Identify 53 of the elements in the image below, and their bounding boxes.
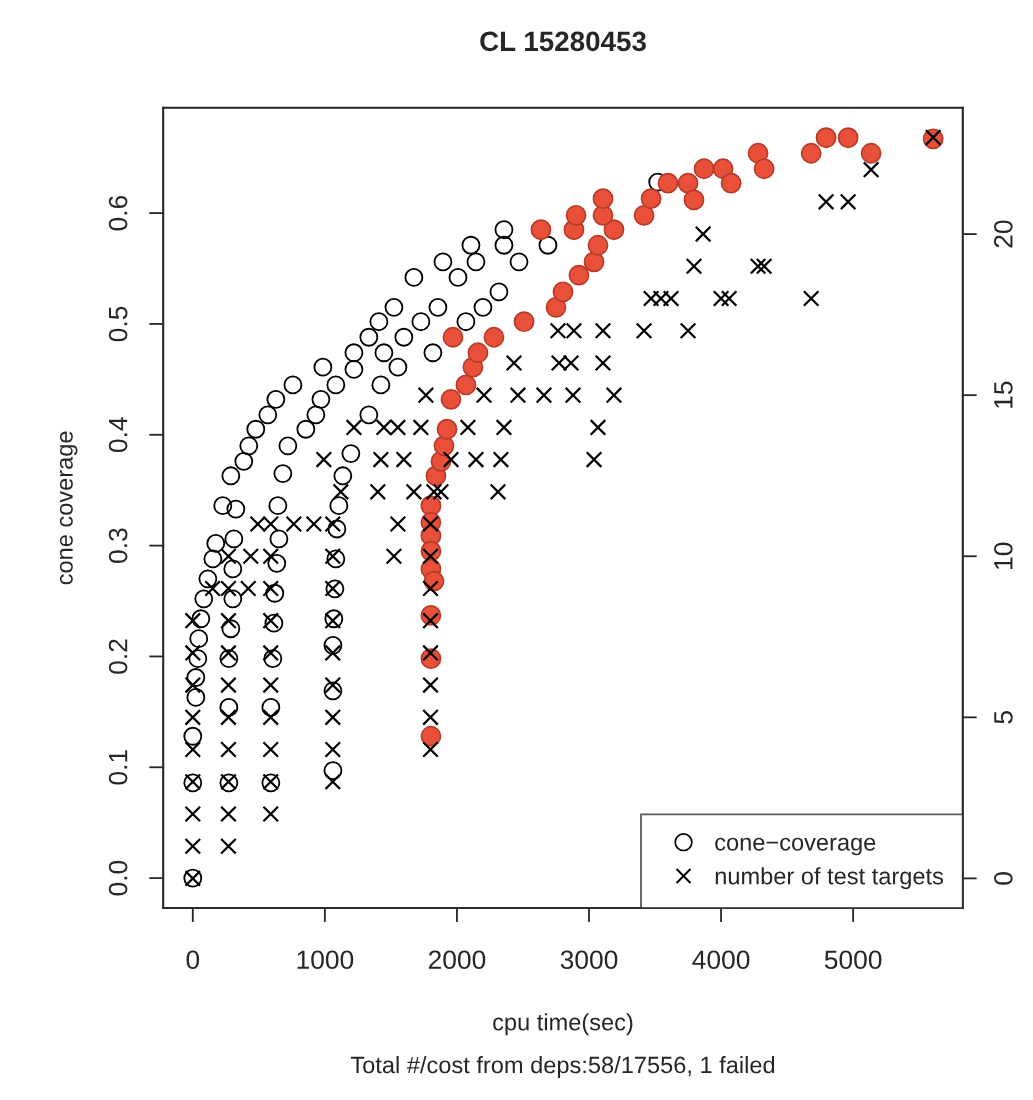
y2-tick-label: 5 xyxy=(994,711,1013,724)
point xyxy=(640,188,662,210)
x-tick-label: 0 xyxy=(186,950,200,970)
point xyxy=(513,311,535,333)
y2-tick-label: 20 xyxy=(994,220,1013,248)
text: Total #/cost from deps:58/17556, 1 failed xyxy=(350,1055,775,1079)
point xyxy=(565,204,587,226)
point xyxy=(683,189,705,211)
y-axis-title: cone coverage xyxy=(59,431,78,585)
point xyxy=(837,127,859,149)
x-tick-label: 5000 xyxy=(824,950,882,970)
y2-tick-label: 0 xyxy=(994,872,1013,885)
point xyxy=(436,418,458,440)
point xyxy=(720,172,742,194)
point xyxy=(483,326,505,348)
point xyxy=(440,388,462,410)
point xyxy=(587,234,609,256)
point xyxy=(633,204,655,226)
x-tick-label: 4000 xyxy=(692,950,750,970)
y2-tick-label: 10 xyxy=(994,542,1013,569)
y2-tick-label: 15 xyxy=(994,381,1013,408)
point xyxy=(860,142,882,164)
x-tick-label: 1000 xyxy=(297,950,354,970)
y-tick-label: 0.2 xyxy=(108,639,128,674)
point xyxy=(800,142,822,164)
point xyxy=(552,281,574,303)
chart-title: CL 15280453 xyxy=(480,31,646,52)
x-axis-title: cpu time(sec) xyxy=(493,1013,633,1036)
point xyxy=(455,374,477,396)
x-tick-label: 3000 xyxy=(560,950,618,970)
y-tick-label: 0.4 xyxy=(108,417,128,453)
x-tick-label: 2000 xyxy=(428,950,486,970)
point xyxy=(603,219,625,241)
point xyxy=(420,725,442,747)
point xyxy=(583,251,605,273)
legend-label: number of test targets xyxy=(715,867,944,890)
y-tick-label: 0.6 xyxy=(108,195,128,231)
y-tick-label: 0.5 xyxy=(108,306,128,342)
y-tick-label: 0.3 xyxy=(108,528,128,563)
point xyxy=(442,326,464,348)
legend-label: cone−coverage xyxy=(715,837,876,856)
point xyxy=(753,158,775,180)
point xyxy=(815,127,837,149)
point xyxy=(592,188,614,210)
point xyxy=(693,158,715,180)
point xyxy=(568,264,590,286)
point xyxy=(677,172,699,194)
y-tick-label: 0.0 xyxy=(108,860,128,896)
point xyxy=(530,219,552,241)
point xyxy=(747,142,769,164)
y-tick-label: 0.1 xyxy=(108,750,128,785)
point xyxy=(467,342,489,364)
point xyxy=(657,172,679,194)
